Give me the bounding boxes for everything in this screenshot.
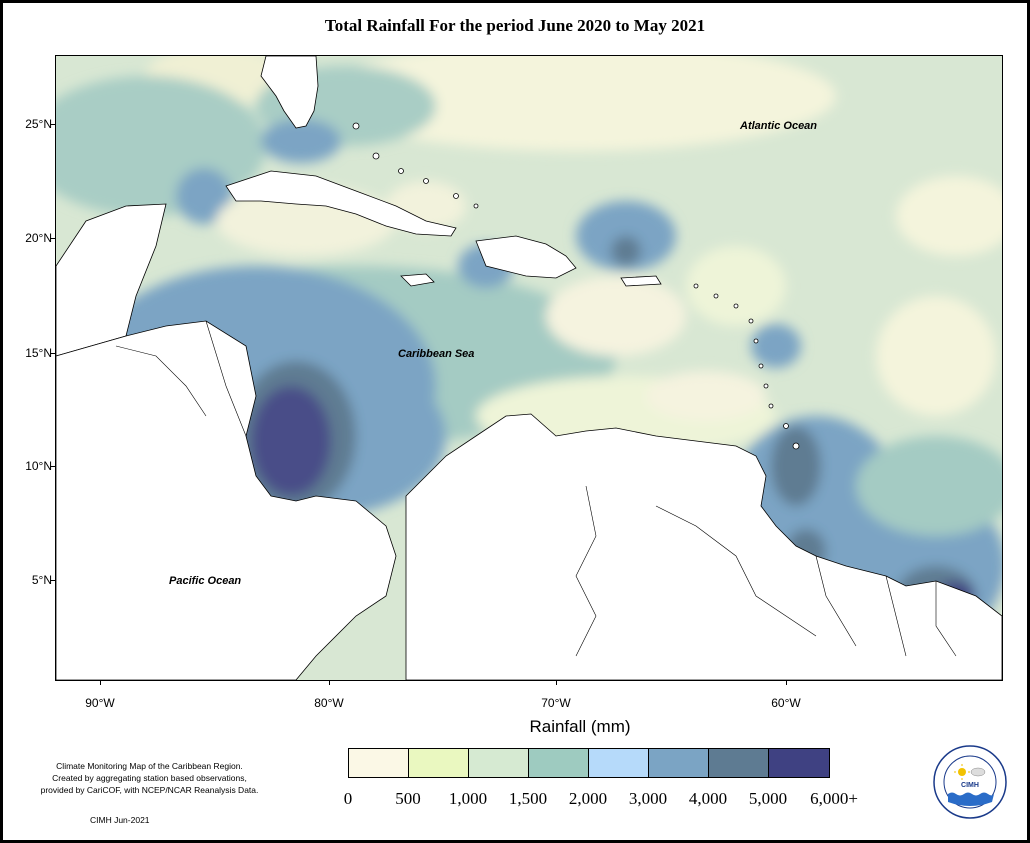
pacific-ocean-label: Pacific Ocean xyxy=(169,575,242,587)
lat-label: 5°N xyxy=(31,573,52,587)
legend-label: 2,000 xyxy=(568,789,608,808)
lat-label: 10°N xyxy=(25,459,52,473)
note-line: provided by CariCOF, with NCEP/NCAR Rean… xyxy=(40,785,259,795)
lat-tick xyxy=(50,466,55,467)
lon-label: 60°W xyxy=(771,696,801,710)
legend-swatch xyxy=(589,749,649,777)
note-line: Climate Monitoring Map of the Caribbean … xyxy=(56,761,243,771)
lon-label: 70°W xyxy=(541,696,571,710)
legend-swatch xyxy=(349,749,409,777)
legend-label: 3,000 xyxy=(628,789,668,808)
lon-tick xyxy=(556,680,557,685)
lon-tick xyxy=(100,680,101,685)
legend-label: 6,000+ xyxy=(810,789,858,808)
lon-label: 80°W xyxy=(314,696,344,710)
lon-tick xyxy=(786,680,787,685)
legend-swatch xyxy=(469,749,529,777)
map-description: Climate Monitoring Map of the Caribbean … xyxy=(22,760,277,796)
legend-swatch xyxy=(529,749,589,777)
lon-label: 90°W xyxy=(85,696,115,710)
caribbean-sea-label: Caribbean Sea xyxy=(398,348,475,360)
lat-tick xyxy=(50,353,55,354)
legend-swatch xyxy=(769,749,829,777)
legend-label: 5,000 xyxy=(748,789,788,808)
lat-tick xyxy=(50,124,55,125)
lat-label: 15°N xyxy=(25,346,52,360)
legend-swatch xyxy=(709,749,769,777)
map-title: Total Rainfall For the period June 2020 … xyxy=(324,16,706,35)
cimh-logo: CIMH xyxy=(933,745,1007,819)
legend-title: Rainfall (mm) xyxy=(529,717,631,736)
note-line: Created by aggregating station based obs… xyxy=(52,773,247,783)
credit-text: CIMH Jun-2021 xyxy=(90,815,150,825)
atlantic-ocean-label: Atlantic Ocean xyxy=(740,120,818,132)
lat-label: 25°N xyxy=(25,117,52,131)
legend-label: 0 xyxy=(343,789,353,808)
lat-tick xyxy=(50,238,55,239)
rainfall-field xyxy=(56,56,1002,680)
legend-label: 1,000 xyxy=(448,789,488,808)
rainfall-map: Atlantic Ocean Caribbean Sea Pacific Oce… xyxy=(55,55,1003,681)
lon-tick xyxy=(329,680,330,685)
legend-label: 500 xyxy=(395,789,421,808)
legend-swatch xyxy=(409,749,469,777)
legend-label: 1,500 xyxy=(508,789,548,808)
lat-label: 20°N xyxy=(25,231,52,245)
lat-tick xyxy=(50,580,55,581)
color-legend xyxy=(348,748,830,778)
logo-text: CIMH xyxy=(961,782,979,789)
legend-label: 4,000 xyxy=(688,789,728,808)
legend-swatch xyxy=(649,749,709,777)
